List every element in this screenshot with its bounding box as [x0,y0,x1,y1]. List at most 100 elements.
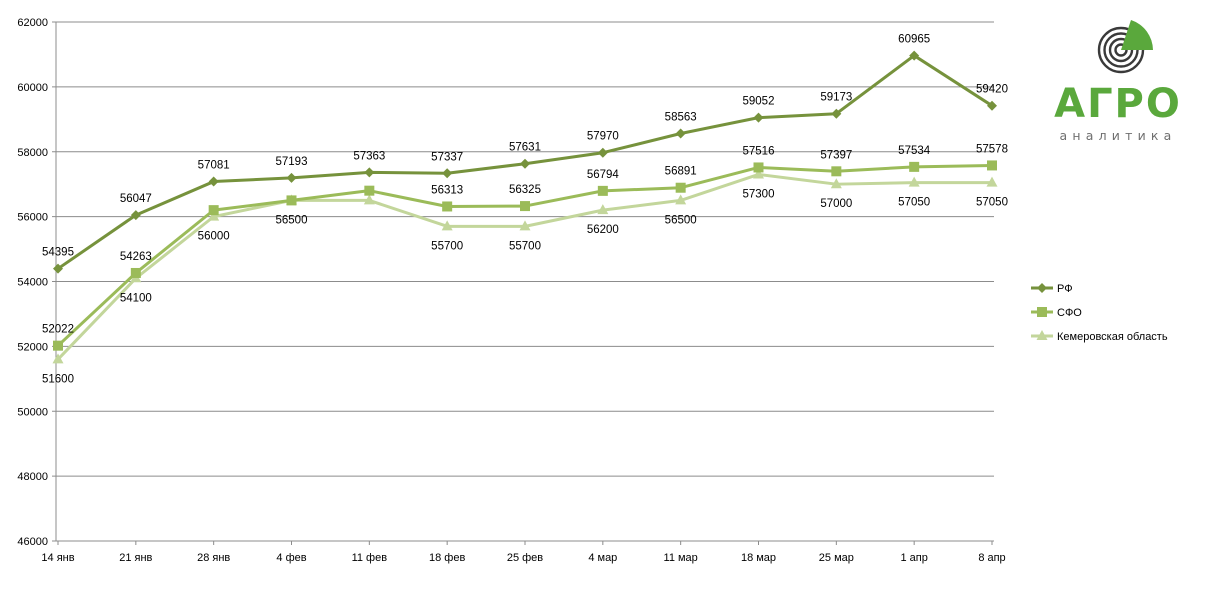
data-point [208,210,220,221]
data-point [987,100,997,111]
data-label: 56500 [276,214,308,226]
x-tick-label: 18 фев [429,552,465,564]
x-tick-label: 11 фев [352,552,388,564]
data-point [286,195,297,206]
data-label: 59173 [820,92,852,104]
data-point [520,201,530,212]
legend-item: СФО [1031,307,1082,319]
data-point [364,167,375,178]
data-label: 54263 [120,251,152,263]
logo-emblem-icon [1097,20,1153,74]
data-point [364,185,375,196]
data-label: 56500 [665,214,697,226]
series-0 [53,50,997,274]
data-label: 54100 [120,292,152,304]
data-point [986,176,998,187]
y-tick-label: 56000 [17,212,48,224]
agro-analitika-logo: АГРО аналитика [1054,20,1182,143]
legend-item: Кемеровская область [1031,330,1168,343]
legend-marker [1036,330,1048,340]
legend-item: РФ [1031,283,1073,295]
data-label: 60965 [898,34,930,46]
data-label: 56200 [587,224,619,236]
data-label: 57193 [276,156,308,168]
data-point [130,267,141,278]
x-tick-label: 25 мар [819,552,854,564]
logo-subtitle: аналитика [1059,128,1176,143]
x-tick-label: 4 фев [276,552,306,564]
data-point [597,147,608,158]
data-point [597,204,609,215]
legend: РФ СФО Кемеровская область [1031,283,1168,343]
data-point [53,340,63,351]
y-tick-label: 58000 [17,147,48,159]
data-point [363,194,375,205]
y-tick-label: 60000 [17,82,48,94]
x-tick-label: 21 янв [119,552,152,564]
y-tick-label: 62000 [17,17,48,29]
data-point [909,50,920,61]
logo-word: АГРО [1054,81,1182,127]
data-point [519,220,531,231]
x-tick-label: 11 мар [664,552,698,564]
data-point [830,178,842,189]
legend-marker [1037,283,1047,293]
data-label: 57050 [976,197,1008,209]
data-label: 57970 [587,131,619,143]
data-labels: 54395 56047 57081 57193 57363 57337 57631 57970… [42,34,1008,386]
y-tick-label: 46000 [17,536,48,548]
data-label: 57534 [898,145,931,157]
data-label: 56325 [509,184,541,196]
data-point [753,112,764,123]
y-axis: 46000 48000 50000 52000 54000 56000 58000 60000… [17,17,57,548]
data-point [753,168,764,179]
data-point [597,185,608,196]
data-point [286,172,297,183]
x-tick-label: 28 янв [197,552,230,564]
data-point [130,210,141,221]
x-tick-label: 14 янв [41,552,74,564]
y-tick-label: 54000 [17,277,48,289]
legend-label: СФО [1057,307,1082,319]
legend-label: Кемеровская область [1057,331,1168,343]
y-tick-label: 48000 [17,471,48,483]
data-point [675,194,687,205]
data-label: 57300 [743,188,775,200]
series-1 [53,160,997,351]
data-point [208,176,219,187]
x-tick-label: 18 мар [741,552,776,564]
data-label: 56313 [431,184,463,196]
data-label: 59052 [743,96,775,108]
data-label: 55700 [431,240,463,252]
data-point [831,166,842,177]
x-axis: 14 янв 21 янв 28 янв 4 фев 11 фев 18 фев 25 фе… [41,540,1006,564]
series-lines [52,50,998,364]
data-point [831,108,842,119]
data-label: 56000 [198,231,230,243]
data-label: 56047 [120,193,152,205]
x-tick-label: 8 апр [978,552,1005,564]
data-point [675,128,686,139]
data-point [442,201,453,212]
data-label: 57363 [353,150,385,162]
data-point [987,160,997,171]
data-point [52,353,64,364]
data-label: 57631 [509,142,541,154]
data-point [520,158,530,169]
data-label: 56794 [587,169,620,181]
data-label: 57578 [976,143,1008,155]
x-tick-label: 1 апр [900,552,927,564]
data-point [675,182,686,193]
data-label: 57397 [820,149,852,161]
data-label: 57000 [820,198,852,210]
data-point [442,168,453,179]
data-label: 57337 [431,151,463,163]
data-point [753,162,764,173]
data-point [908,176,920,187]
legend-marker [1037,307,1047,317]
series-2 [52,168,998,364]
data-point [53,263,63,274]
data-label: 54395 [42,247,74,259]
x-tick-label: 25 фев [507,552,543,564]
